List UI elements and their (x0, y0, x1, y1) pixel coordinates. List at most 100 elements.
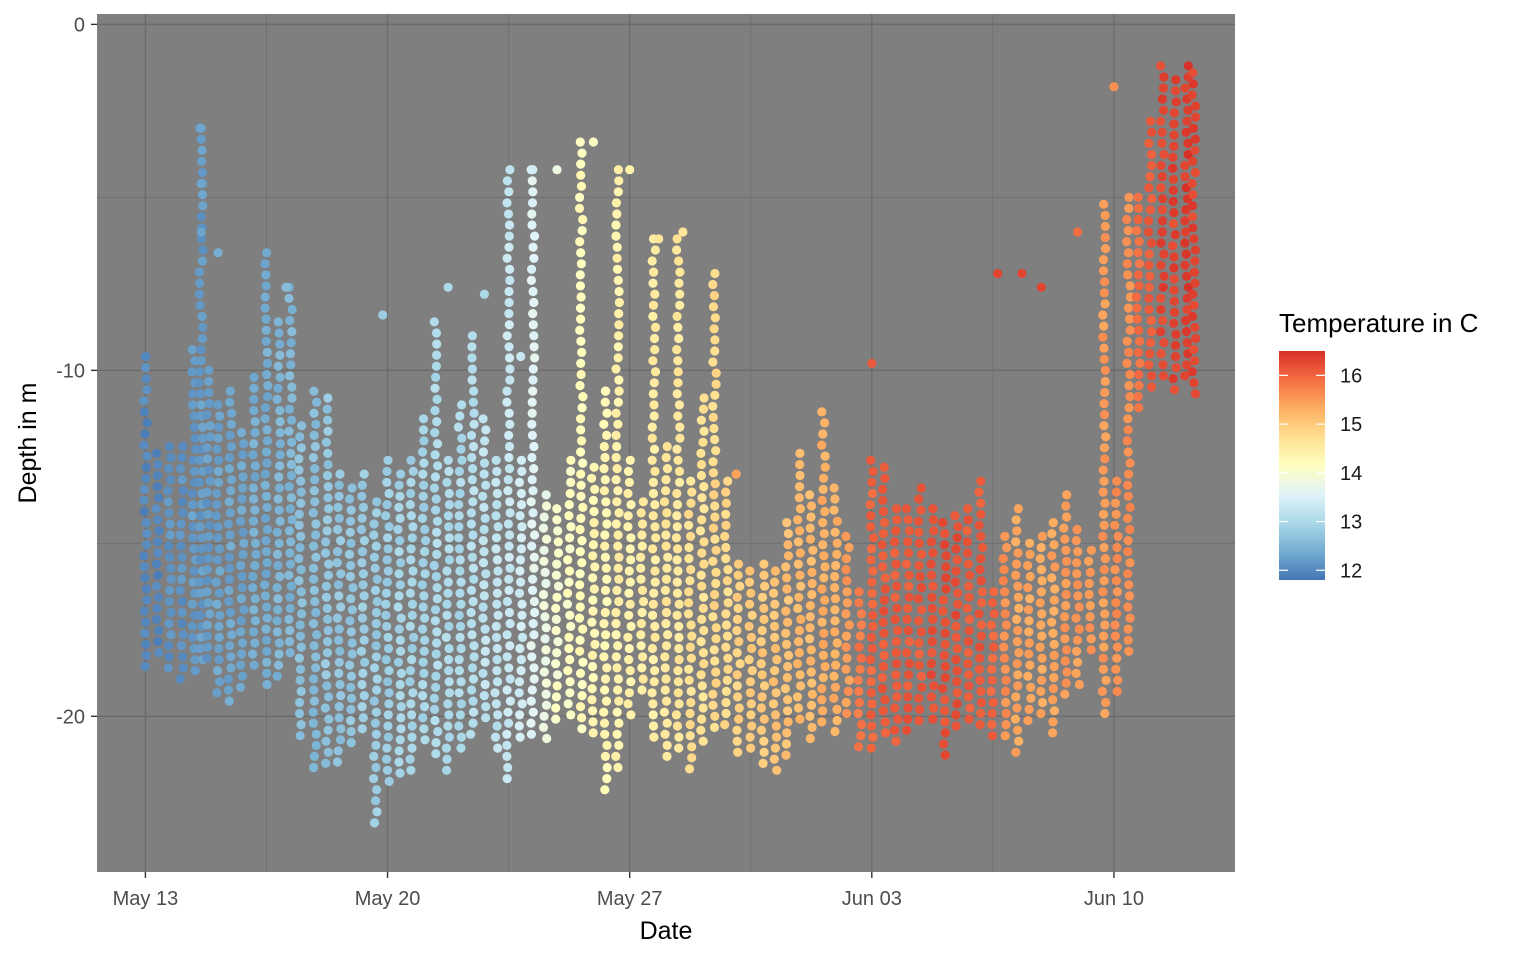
data-point (347, 638, 357, 648)
data-point (988, 653, 998, 663)
data-point (974, 520, 984, 530)
data-point (841, 664, 851, 674)
data-point (294, 576, 304, 586)
data-point (575, 635, 585, 645)
data-point (784, 650, 794, 661)
data-point (371, 729, 381, 739)
data-point (831, 560, 841, 571)
data-point (770, 743, 781, 753)
data-point (1158, 105, 1169, 115)
data-point (335, 735, 346, 745)
data-point (853, 742, 864, 752)
data-point (503, 519, 513, 529)
data-point (480, 513, 490, 524)
data-point (295, 432, 305, 442)
data-point (842, 598, 853, 608)
data-point (396, 558, 406, 568)
data-point (661, 519, 671, 529)
data-point (1012, 703, 1022, 713)
data-point (770, 643, 781, 654)
data-point (502, 198, 512, 208)
data-point (951, 655, 961, 665)
data-point (964, 714, 974, 724)
data-point (1125, 281, 1135, 291)
data-point (574, 613, 585, 623)
data-point (263, 392, 273, 402)
data-point (406, 455, 416, 465)
data-point (721, 509, 731, 519)
data-point (468, 530, 478, 540)
data-point (345, 516, 356, 526)
data-point (467, 353, 477, 363)
data-point (600, 475, 610, 485)
data-point (1171, 329, 1181, 339)
data-point (529, 630, 539, 640)
data-point (722, 675, 732, 685)
data-point (396, 724, 406, 734)
data-point (1124, 591, 1135, 601)
data-point (249, 605, 259, 615)
data-point (578, 624, 588, 634)
data-point (612, 242, 622, 252)
data-point (975, 565, 985, 575)
data-point (421, 536, 431, 546)
data-point (166, 475, 176, 485)
data-point (1050, 584, 1060, 594)
data-point (418, 657, 428, 667)
data-point (238, 483, 248, 493)
data-point (262, 358, 273, 368)
data-point (492, 677, 503, 687)
data-point (418, 491, 428, 501)
data-point (1123, 513, 1133, 524)
data-point (1189, 267, 1199, 277)
data-point (502, 331, 512, 341)
data-point (431, 571, 441, 582)
data-point (1181, 327, 1191, 337)
data-point (502, 652, 512, 662)
data-point (613, 165, 624, 175)
data-point (575, 137, 585, 147)
data-point (333, 502, 343, 512)
data-point (841, 631, 852, 641)
data-point (563, 588, 573, 598)
data-point (648, 356, 658, 366)
data-point (1188, 223, 1198, 233)
data-point (1157, 127, 1167, 137)
data-point (877, 673, 888, 683)
data-point (611, 619, 621, 629)
data-point (1144, 360, 1154, 370)
data-point (588, 717, 598, 727)
data-point (336, 569, 346, 579)
data-point (224, 464, 234, 474)
data-point (817, 495, 827, 505)
data-point (215, 677, 225, 687)
data-point (202, 653, 212, 663)
data-point (963, 692, 974, 702)
data-point (273, 494, 283, 504)
data-point (1122, 358, 1132, 368)
data-point (1099, 520, 1109, 530)
data-point (696, 459, 707, 470)
data-point (383, 544, 393, 554)
data-point (236, 560, 246, 571)
data-point (1156, 304, 1166, 315)
data-point (953, 599, 963, 609)
data-point (892, 581, 902, 591)
data-point (602, 740, 612, 751)
data-point (203, 509, 213, 519)
data-point (880, 717, 890, 727)
data-point (202, 487, 212, 497)
data-point (322, 648, 333, 658)
data-point (357, 613, 368, 623)
data-point (589, 462, 599, 472)
data-point (203, 642, 213, 652)
data-point (516, 577, 526, 587)
data-point (565, 544, 575, 554)
data-point (989, 587, 999, 597)
data-point (237, 649, 247, 659)
data-point (793, 515, 803, 525)
data-point (1049, 673, 1059, 683)
data-point (394, 746, 404, 756)
data-point (674, 400, 685, 410)
data-point (624, 588, 634, 598)
